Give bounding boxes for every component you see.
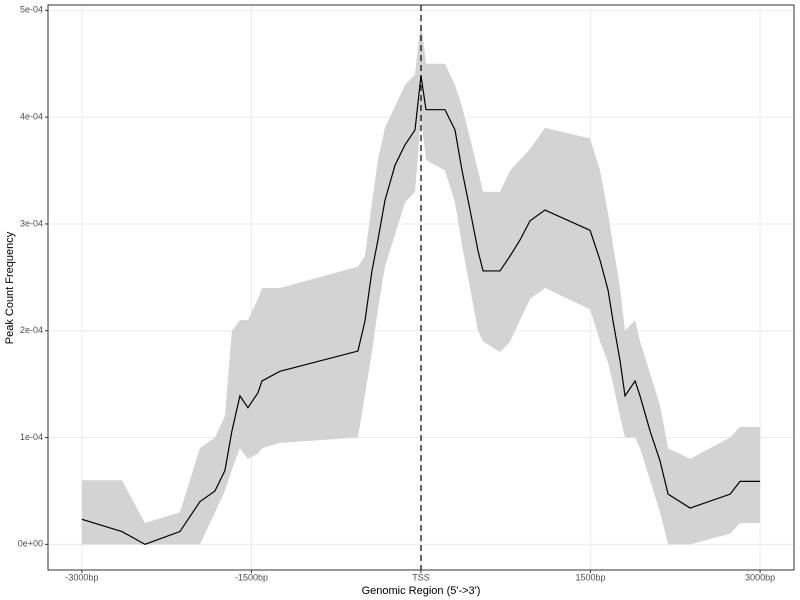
y-axis-title: Peak Count Frequency bbox=[4, 231, 16, 344]
y-tick-label: 0e+00 bbox=[18, 539, 43, 549]
panel-border bbox=[47, 4, 795, 571]
x-axis-title: Genomic Region (5'->3') bbox=[362, 585, 481, 597]
y-tick-label: 3e-04 bbox=[20, 218, 43, 228]
x-tick-label: TSS bbox=[412, 572, 430, 582]
y-tick-label: 1e-04 bbox=[20, 432, 43, 442]
y-tick-label: 4e-04 bbox=[20, 112, 43, 122]
y-tick-label: 5e-04 bbox=[20, 5, 43, 15]
x-tick-label: -1500bp bbox=[235, 572, 268, 582]
x-tick-label: 3000bp bbox=[745, 572, 775, 582]
line bbox=[81, 75, 761, 546]
confidence-band bbox=[81, 21, 761, 545]
y-tick-label: 2e-04 bbox=[20, 325, 43, 335]
x-tick-label: 1500bp bbox=[576, 572, 606, 582]
x-tick-label: -3000bp bbox=[65, 572, 98, 582]
